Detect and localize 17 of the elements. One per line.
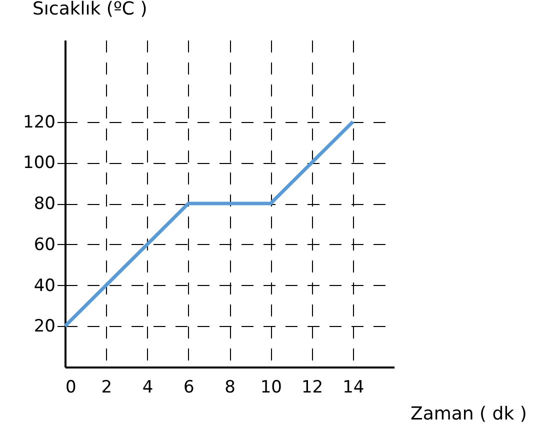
x-axis-title: Zaman ( dk ) <box>410 404 527 424</box>
y-tick-label: 100 <box>23 153 56 174</box>
y-tick-label: 120 <box>23 112 56 132</box>
x-tick-label: 6 <box>183 378 194 398</box>
x-tick-label: 2 <box>101 378 112 398</box>
x-tick-label: 0 <box>66 378 76 398</box>
y-tick-label: 20 <box>34 316 56 337</box>
x-tick-label: 12 <box>301 378 324 398</box>
x-tick-label: 10 <box>260 378 282 398</box>
line-series <box>63 120 355 328</box>
y-tick-label: 40 <box>34 276 56 296</box>
y-tick-label: 60 <box>34 234 56 255</box>
y-axis-title: Sıcaklık (ºC ) <box>32 0 148 20</box>
x-tick-label: 14 <box>342 378 364 398</box>
y-tick-label: 80 <box>34 194 56 214</box>
x-tick-label: 4 <box>142 378 154 398</box>
x-tick-label: 8 <box>224 378 236 398</box>
